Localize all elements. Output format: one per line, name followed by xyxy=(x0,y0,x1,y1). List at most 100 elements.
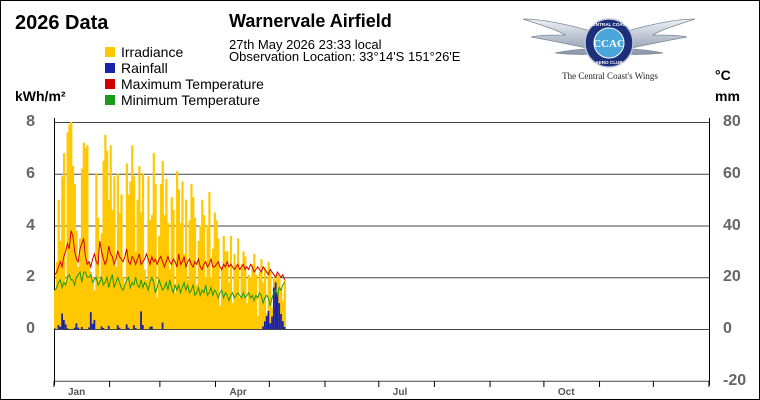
rainfall-bar xyxy=(269,323,272,329)
rainfall-bar xyxy=(280,313,282,329)
irradiance-bar xyxy=(68,124,71,329)
month-label: Jul xyxy=(392,387,408,398)
rainfall-bar xyxy=(141,325,144,329)
rainfall-bar xyxy=(283,326,286,329)
irradiance-bar xyxy=(138,165,141,329)
irradiance-bar xyxy=(278,277,281,329)
irradiance-bar xyxy=(150,215,154,329)
rainfall-bar xyxy=(100,326,103,329)
legend-item-max-temperature: Maximum Temperature xyxy=(105,76,264,92)
irradiance-bar xyxy=(231,303,234,330)
right-tick-label: 80 xyxy=(723,113,741,130)
irradiance-bar xyxy=(237,238,240,329)
irradiance-bar xyxy=(141,173,145,329)
left-tick-label: 8 xyxy=(26,113,35,130)
irradiance-bar xyxy=(165,178,168,329)
irradiance-bar xyxy=(152,153,155,329)
legend-swatch-min-temperature xyxy=(105,95,115,105)
irradiance-bar xyxy=(211,248,215,329)
irradiance-bar xyxy=(145,279,148,329)
irradiance-bar xyxy=(88,261,91,329)
irradiance-bar xyxy=(154,184,157,329)
irradiance-bar xyxy=(143,269,146,329)
irradiance-bar xyxy=(283,279,286,329)
irradiance-bar xyxy=(222,235,225,329)
irradiance-bar xyxy=(54,290,57,329)
irradiance-bar xyxy=(176,171,179,329)
rainfall-bar xyxy=(91,323,94,329)
irradiance-bar xyxy=(193,217,197,329)
irradiance-bar xyxy=(226,251,229,330)
irradiance-bar xyxy=(66,132,69,329)
irradiance-bar xyxy=(102,160,105,329)
logo-top-text: CENTRAL COAST xyxy=(589,22,628,27)
rainfall-bar xyxy=(89,312,92,329)
rainfall-bar xyxy=(54,328,56,329)
legend-swatch-irradiance xyxy=(105,47,115,57)
irradiance-bar xyxy=(84,147,87,330)
rainfall-bar xyxy=(149,326,151,329)
legend-label-max-temperature: Maximum Temperature xyxy=(121,76,264,92)
irradiance-bar xyxy=(59,241,62,329)
right-tick-label: 0 xyxy=(723,320,732,337)
logo-monogram: CCAC xyxy=(593,38,625,50)
year-title: 2026 Data xyxy=(15,12,109,34)
irradiance-bar xyxy=(168,269,172,329)
rainfall-bar xyxy=(140,311,142,329)
observation-time: 27th May 2026 23:33 local xyxy=(229,37,382,52)
irradiance-bar xyxy=(132,176,136,329)
irradiance-bar xyxy=(247,274,250,329)
irradiance-bar xyxy=(123,285,127,329)
irradiance-bar xyxy=(113,176,116,329)
rainfall-bar xyxy=(59,326,62,329)
legend-swatch-rainfall xyxy=(105,63,115,73)
rainfall-bar xyxy=(267,310,270,329)
left-tick-label: 0 xyxy=(26,320,35,337)
rainfall-bar xyxy=(265,316,268,329)
irradiance-bar xyxy=(224,251,227,330)
irradiance-bar xyxy=(244,256,247,329)
rainfall-bar xyxy=(134,327,137,329)
month-label: Jan xyxy=(68,387,86,398)
irradiance-bar xyxy=(220,266,224,329)
legend-item-min-temperature: Minimum Temperature xyxy=(105,92,260,108)
irradiance-bar xyxy=(228,282,231,329)
irradiance-bar xyxy=(260,259,263,329)
irradiance-bar xyxy=(64,282,67,329)
legend-item-irradiance: Irradiance xyxy=(105,44,183,60)
irradiance-bar xyxy=(98,279,102,329)
irradiance-bar xyxy=(188,220,191,329)
irradiance-bar xyxy=(97,217,100,329)
irradiance-bar xyxy=(131,145,134,329)
irradiance-bar xyxy=(202,215,206,329)
rainfall-bar xyxy=(75,323,78,329)
irradiance-bar xyxy=(217,238,220,329)
irradiance-bar xyxy=(269,272,272,329)
irradiance-bar xyxy=(91,277,94,329)
irradiance-bar xyxy=(75,230,78,329)
irradiance-bar xyxy=(195,285,198,329)
irradiance-bar xyxy=(73,184,76,329)
rainfall-bar xyxy=(118,327,121,329)
rainfall-bar xyxy=(77,327,80,329)
irradiance-bar xyxy=(100,233,103,329)
rainfall-bar xyxy=(93,319,96,329)
aero-club-logo: CCAC CENTRAL COAST AERO CLUB xyxy=(522,18,696,68)
irradiance-bar xyxy=(80,168,84,329)
irradiance-bar xyxy=(77,266,80,329)
rainfall-bar xyxy=(263,321,266,329)
left-tick-label: 4 xyxy=(26,216,35,234)
station-title: Warnervale Airfield xyxy=(229,11,392,31)
irradiance-bar xyxy=(174,292,177,329)
irradiance-bar xyxy=(256,316,259,329)
irradiance-bar xyxy=(253,253,256,329)
irradiance-bar xyxy=(70,122,73,329)
irradiance-bar xyxy=(233,253,236,329)
irradiance-bar xyxy=(249,277,252,329)
rainfall-bar xyxy=(88,327,90,329)
right-tick-label: 40 xyxy=(723,216,741,234)
irradiance-bar xyxy=(161,160,164,329)
rainfall-bar xyxy=(276,292,279,329)
month-label: Oct xyxy=(557,387,575,398)
